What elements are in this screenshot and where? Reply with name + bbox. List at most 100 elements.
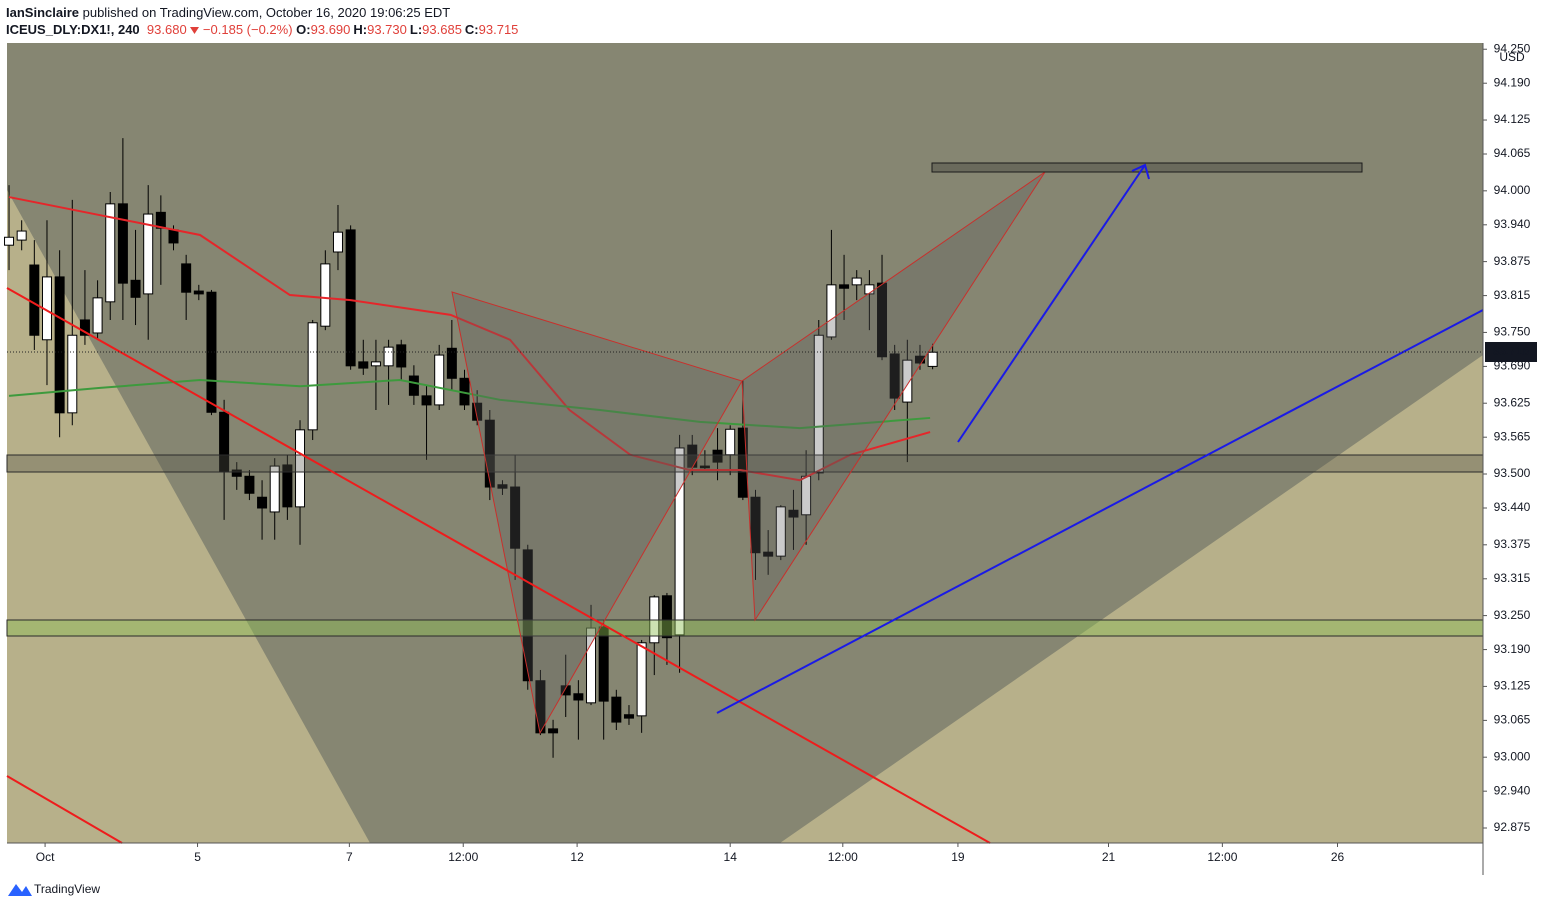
candle-down <box>497 484 508 489</box>
y-tick-label: 93.375 <box>1494 537 1531 551</box>
moving-average <box>8 378 931 430</box>
candle-up <box>67 334 78 414</box>
last-price: 93.680 <box>146 22 187 37</box>
y-tick-label: 93.065 <box>1494 713 1531 727</box>
x-tick-label: 14 <box>724 850 738 864</box>
ohlc-label: L: <box>409 22 423 37</box>
candle-down <box>79 319 90 336</box>
candle-up <box>826 284 837 338</box>
candle-down <box>193 290 204 295</box>
candle-down <box>231 469 242 477</box>
candle-down <box>358 361 369 369</box>
candle-up <box>864 284 875 295</box>
ohlc-value: 93.685 <box>422 22 462 37</box>
change: −0.185 (−0.2%) <box>202 22 293 37</box>
y-tick-label: 93.440 <box>1494 500 1531 514</box>
candle-up <box>813 334 824 474</box>
candles <box>4 138 938 758</box>
price-tag-box <box>1485 342 1537 362</box>
y-axis-panel <box>1484 44 1544 842</box>
candle-down <box>598 626 609 702</box>
x-tick-label: 19 <box>951 850 965 864</box>
published: published on TradingView.com, October 16… <box>82 5 451 20</box>
ticks: 94.250 94.190 94.125 94.065 94.000 93.940 93.8… <box>36 41 1531 864</box>
ohlc-label: H: <box>353 22 368 37</box>
candle-up <box>143 213 154 295</box>
candle-down <box>168 229 179 244</box>
ohlc-label: C: <box>464 22 479 37</box>
y-tick-label: 93.000 <box>1494 749 1531 763</box>
candle-up <box>434 354 445 406</box>
candle-down <box>396 344 407 368</box>
y-tick-label: 93.250 <box>1494 608 1531 622</box>
y-tick-label: 93.125 <box>1494 679 1531 693</box>
arrow-head <box>1131 163 1150 180</box>
x-tick-label: 12:00 <box>1207 850 1237 864</box>
candle-up <box>902 359 913 403</box>
y-tick-label: 93.190 <box>1494 642 1531 656</box>
axes: USD <box>7 43 1544 875</box>
indicators <box>8 196 931 482</box>
candle-down <box>257 496 268 509</box>
candle-down <box>712 449 723 463</box>
candle-down <box>54 276 65 414</box>
candle-up <box>775 506 786 557</box>
candle-up <box>370 361 381 367</box>
pattern-xab <box>451 291 743 735</box>
y-tick-label: 94.065 <box>1494 146 1531 160</box>
candle-down <box>421 395 432 406</box>
candle-down <box>699 465 710 469</box>
ohlc-value: 93.715 <box>478 22 519 37</box>
candle-up <box>636 642 647 717</box>
drawings <box>6 162 1484 844</box>
y-tick-label: 93.500 <box>1494 466 1531 480</box>
pattern-bcd <box>741 171 1046 622</box>
candle-down <box>117 203 128 284</box>
candle-up <box>674 447 685 636</box>
footer-logo: TradingView <box>8 882 100 896</box>
candle-down <box>408 375 419 396</box>
y-tick-label: 93.565 <box>1494 429 1531 443</box>
y-tick-label: 93.750 <box>1494 325 1531 339</box>
ohlc-value: 93.690 <box>310 22 351 37</box>
candle-down <box>345 229 356 367</box>
y-tick-label: 93.815 <box>1494 288 1531 302</box>
x-tick-label: 5 <box>194 850 201 864</box>
trend-line <box>716 309 1484 714</box>
candle-up <box>307 322 318 431</box>
candle-down <box>877 282 888 358</box>
candle-down <box>29 264 40 336</box>
candle-down <box>130 279 141 298</box>
symbol: ICEUS_DLY:DX1!, 240 <box>6 22 140 37</box>
candle-down <box>522 549 533 682</box>
candle-down <box>446 347 457 379</box>
candle-up <box>92 297 103 334</box>
candle-down <box>573 693 584 701</box>
candle-up <box>851 277 862 286</box>
y-tick-label: 94.190 <box>1494 75 1531 89</box>
candle-down <box>839 284 850 289</box>
y-tick-label: 94.125 <box>1494 112 1531 126</box>
candle-up <box>927 351 938 367</box>
price-tag: 93.715 <box>1485 342 1537 362</box>
x-tick-label: 7 <box>346 850 353 864</box>
y-tick-label: 92.875 <box>1494 820 1531 834</box>
candle-down <box>623 714 634 719</box>
publish-line: IanSinclaire published on TradingView.co… <box>6 4 521 21</box>
last-price: 93.715 <box>1493 344 1530 358</box>
y-tick-label: 93.625 <box>1494 395 1531 409</box>
support-band <box>6 619 1484 637</box>
candle-up <box>320 263 331 327</box>
candle-down <box>750 496 761 554</box>
y-tick-label: 93.315 <box>1494 571 1531 585</box>
x-tick-label: 12 <box>570 850 584 864</box>
y-unit: USD <box>1499 50 1525 64</box>
candle-up <box>332 231 343 253</box>
candle-up <box>383 346 394 367</box>
candle-down <box>244 475 255 494</box>
y-tick-label: 93.875 <box>1494 254 1531 268</box>
y-tick-label: 94.000 <box>1494 183 1531 197</box>
candle-up <box>4 236 15 246</box>
